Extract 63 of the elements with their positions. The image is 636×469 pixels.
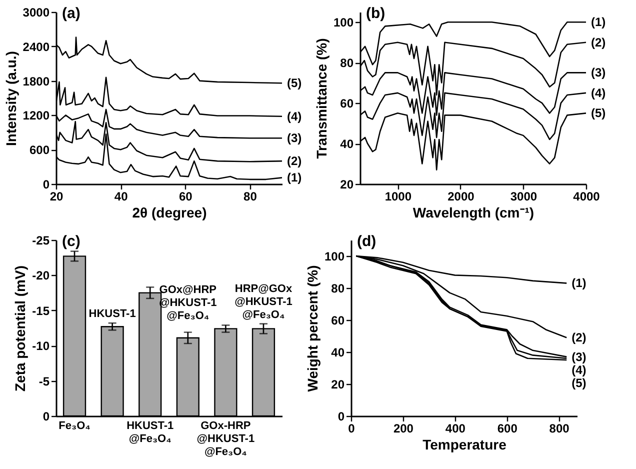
x-tick-label: HRP@GOx @HKUST-1 @Fe₃O₄ <box>234 282 293 321</box>
x-tick-label: HKUST-1 <box>88 308 136 320</box>
y-tick-label: 100 <box>333 16 354 30</box>
y-axis-title: Zeta potential (mV) <box>12 265 28 392</box>
series-label: (5) <box>591 106 606 120</box>
chart-title: (c) <box>62 233 80 250</box>
x-axis-title: 2θ (degree) <box>132 204 207 220</box>
series-label: (5) <box>572 376 586 390</box>
series-label: (4) <box>572 362 586 377</box>
y-tick-label: 1200 <box>22 108 50 123</box>
x-tick-label: Fe₃O₄ <box>58 420 90 432</box>
x-tick-label: 3000 <box>510 190 538 204</box>
x-tick-label: 600 <box>497 422 518 436</box>
series-label: (3) <box>591 66 606 80</box>
y-tick-label: -25 <box>32 234 50 248</box>
x-tick-label: 1000 <box>384 190 412 204</box>
y-tick-label: 20 <box>331 378 345 392</box>
series-label: (5) <box>287 76 302 90</box>
series-label: (3) <box>572 350 586 364</box>
x-tick-label: 80 <box>244 190 258 204</box>
y-tick-label: 2400 <box>22 40 50 54</box>
x-axis-title: Temperature <box>422 436 507 452</box>
x-tick-label: 200 <box>393 422 414 436</box>
y-tick-label: 100 <box>324 250 345 264</box>
x-tick-label: 4000 <box>573 190 600 204</box>
series-label: (2) <box>287 154 302 168</box>
series-label: (3) <box>287 131 302 146</box>
series-label: (2) <box>591 35 606 50</box>
chart-title: (d) <box>357 233 376 250</box>
y-axis-title: Weight percent (%) <box>304 265 320 392</box>
x-tick-label: GOx-HRP @HKUST-1 @Fe₃O₄ <box>196 420 255 458</box>
y-tick-label: 0 <box>338 410 345 424</box>
x-tick-label: 40 <box>114 190 128 204</box>
y-tick-label: 1800 <box>22 74 50 88</box>
y-axis-title: Intensity (a.u.) <box>2 51 19 146</box>
x-tick-label: 2000 <box>448 190 475 204</box>
x-tick-label: 400 <box>445 422 466 436</box>
y-tick-label: 600 <box>29 143 50 158</box>
y-tick-label: 40 <box>331 346 345 360</box>
y-tick-label: -5 <box>38 374 50 388</box>
x-axis-title: Wavelength (cm⁻¹) <box>412 204 534 220</box>
series-label: (2) <box>572 330 586 345</box>
y-tick-label: 40 <box>340 137 354 152</box>
x-tick-label: HKUST-1 @Fe₃O₄ <box>126 420 174 445</box>
y-tick-label: -15 <box>32 304 50 318</box>
y-tick-label: -10 <box>32 339 50 354</box>
y-tick-label: 20 <box>340 178 354 192</box>
y-tick-label: 0 <box>42 178 50 192</box>
x-tick-label: 800 <box>549 422 570 436</box>
series-label: (4) <box>591 86 606 100</box>
series-label: (4) <box>287 109 302 124</box>
chart-title: (b) <box>366 5 386 22</box>
y-tick-label: -20 <box>32 268 50 283</box>
y-tick-label: 3000 <box>22 6 50 20</box>
x-tick-label: 60 <box>178 190 193 204</box>
chart-title: (a) <box>62 5 80 22</box>
y-tick-label: 60 <box>340 96 354 111</box>
y-axis-title: Transmittance (%) <box>313 38 330 159</box>
series-label: (1) <box>572 276 586 290</box>
series-label: (1) <box>591 15 606 30</box>
series-label: (1) <box>287 170 302 185</box>
y-tick-label: 0 <box>42 410 50 424</box>
y-tick-label: 80 <box>340 56 354 70</box>
